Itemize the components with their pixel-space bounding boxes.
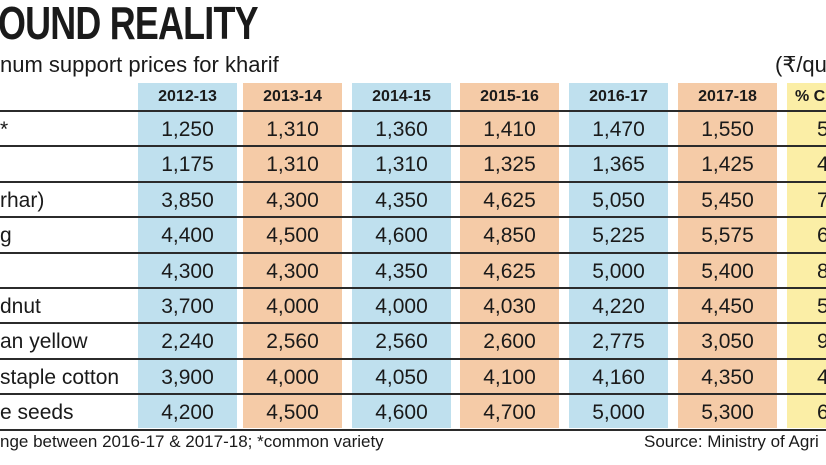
pct-change-cell: 9 bbox=[817, 330, 826, 354]
table-cell: 4,000 bbox=[266, 365, 319, 389]
table-cell: 1,410 bbox=[483, 118, 536, 141]
row-divider bbox=[0, 287, 826, 289]
pct-change-cell: 8 bbox=[817, 259, 826, 283]
page-title: OUND REALITY bbox=[0, 0, 259, 49]
table-cell: 4,300 bbox=[266, 188, 319, 212]
table-cell: 1,425 bbox=[701, 153, 754, 177]
row-divider bbox=[0, 357, 826, 360]
table-cell: 1,175 bbox=[161, 153, 214, 177]
column-header: 2017-18 bbox=[698, 88, 757, 105]
row-divider bbox=[0, 393, 826, 396]
column-header: 2012-13 bbox=[158, 88, 217, 105]
table-cell: 4,500 bbox=[266, 401, 319, 425]
table-cell: 4,220 bbox=[592, 295, 645, 318]
table-cell: 2,600 bbox=[483, 330, 536, 354]
column-header: 2013-14 bbox=[263, 88, 322, 105]
row-divider bbox=[0, 251, 826, 254]
table-cell: 4,030 bbox=[483, 295, 536, 318]
table-cell: 1,550 bbox=[701, 118, 754, 141]
table-cell: 5,000 bbox=[592, 259, 645, 283]
table-cell: 4,625 bbox=[483, 188, 536, 212]
table-cell: 4,350 bbox=[375, 188, 428, 212]
column-shade bbox=[460, 83, 559, 428]
pct-change-cell: 5 bbox=[817, 295, 826, 318]
table-cell: 4,400 bbox=[161, 224, 214, 248]
table-cell: 1,310 bbox=[266, 118, 319, 141]
units-label: (₹/qu bbox=[775, 52, 826, 77]
row-label: rhar) bbox=[0, 188, 45, 212]
pct-change-cell: 7 bbox=[817, 188, 826, 212]
column-header: 2014-15 bbox=[372, 88, 431, 105]
table-cell: 4,700 bbox=[483, 401, 536, 425]
pct-change-cell: 5 bbox=[817, 118, 826, 141]
table-cell: 4,350 bbox=[701, 365, 754, 389]
row-divider bbox=[0, 110, 826, 112]
table-cell: 2,560 bbox=[266, 330, 319, 354]
column-shade bbox=[787, 83, 826, 428]
table-cell: 5,300 bbox=[701, 401, 754, 425]
column-shade bbox=[138, 83, 237, 428]
table-cell: 3,850 bbox=[161, 188, 214, 212]
row-label: an yellow bbox=[0, 330, 88, 354]
table-cell: 4,100 bbox=[483, 365, 536, 389]
subtitle: num support prices for kharif bbox=[0, 52, 279, 77]
table-cell: 5,400 bbox=[701, 259, 754, 283]
table-cell: 3,700 bbox=[161, 295, 214, 318]
column-shade bbox=[569, 83, 668, 428]
row-label: g bbox=[0, 224, 12, 248]
column-shade bbox=[352, 83, 451, 428]
table-cell: 1,310 bbox=[266, 153, 319, 177]
table-cell: 3,900 bbox=[161, 365, 214, 389]
pct-change-cell: 6 bbox=[817, 401, 826, 425]
table-cell: 4,625 bbox=[483, 259, 536, 283]
table-cell: 4,600 bbox=[375, 401, 428, 425]
table-cell: 4,350 bbox=[375, 259, 428, 283]
table-cell: 5,225 bbox=[592, 224, 645, 248]
table-cell: 2,775 bbox=[592, 330, 645, 354]
table-cell: 2,240 bbox=[161, 330, 214, 354]
row-divider bbox=[0, 216, 826, 219]
table-cell: 4,200 bbox=[161, 401, 214, 425]
table-cell: 1,470 bbox=[592, 118, 645, 141]
table-cell: 5,000 bbox=[592, 401, 645, 425]
table-cell: 4,000 bbox=[375, 295, 428, 318]
pct-change-cell: 6 bbox=[817, 224, 826, 248]
source-note: Source: Ministry of Agri bbox=[644, 432, 819, 451]
pct-change-cell: 4 bbox=[817, 153, 826, 177]
table-cell: 4,000 bbox=[266, 295, 319, 318]
table-cell: 4,850 bbox=[483, 224, 536, 248]
table-cell: 1,310 bbox=[375, 153, 428, 177]
table-cell: 1,365 bbox=[592, 153, 645, 177]
table-cell: 1,360 bbox=[375, 118, 428, 141]
table-cell: 4,160 bbox=[592, 365, 645, 389]
table-cell: 5,575 bbox=[701, 224, 754, 248]
column-header: 2015-16 bbox=[480, 88, 539, 105]
column-shade bbox=[243, 83, 342, 428]
column-header: % C bbox=[795, 88, 826, 105]
table-cell: 4,300 bbox=[266, 259, 319, 283]
table-cell: 4,500 bbox=[266, 224, 319, 248]
table-cell: 4,050 bbox=[375, 365, 428, 389]
table-cell: 4,450 bbox=[701, 295, 754, 318]
row-label: e seeds bbox=[0, 401, 74, 425]
pct-change-cell: 4 bbox=[817, 365, 826, 389]
row-label: dnut bbox=[0, 295, 41, 318]
column-header: 2016-17 bbox=[589, 88, 648, 105]
row-divider bbox=[0, 180, 826, 183]
row-label: staple cotton bbox=[0, 365, 120, 389]
table-cell: 3,050 bbox=[701, 330, 754, 354]
row-divider bbox=[0, 428, 826, 431]
table-cell: 5,050 bbox=[592, 188, 645, 212]
table-cell: 1,250 bbox=[161, 118, 214, 141]
table-cell: 5,450 bbox=[701, 188, 754, 212]
column-shade bbox=[678, 83, 777, 428]
footnote: nge between 2016-17 & 2017-18; *common v… bbox=[0, 432, 384, 451]
row-label: * bbox=[0, 118, 9, 141]
row-divider bbox=[0, 145, 826, 148]
table-cell: 4,300 bbox=[161, 259, 214, 283]
row-divider bbox=[0, 322, 826, 325]
table-cell: 4,600 bbox=[375, 224, 428, 248]
table-cell: 1,325 bbox=[483, 153, 536, 177]
table-cell: 2,560 bbox=[375, 330, 428, 354]
